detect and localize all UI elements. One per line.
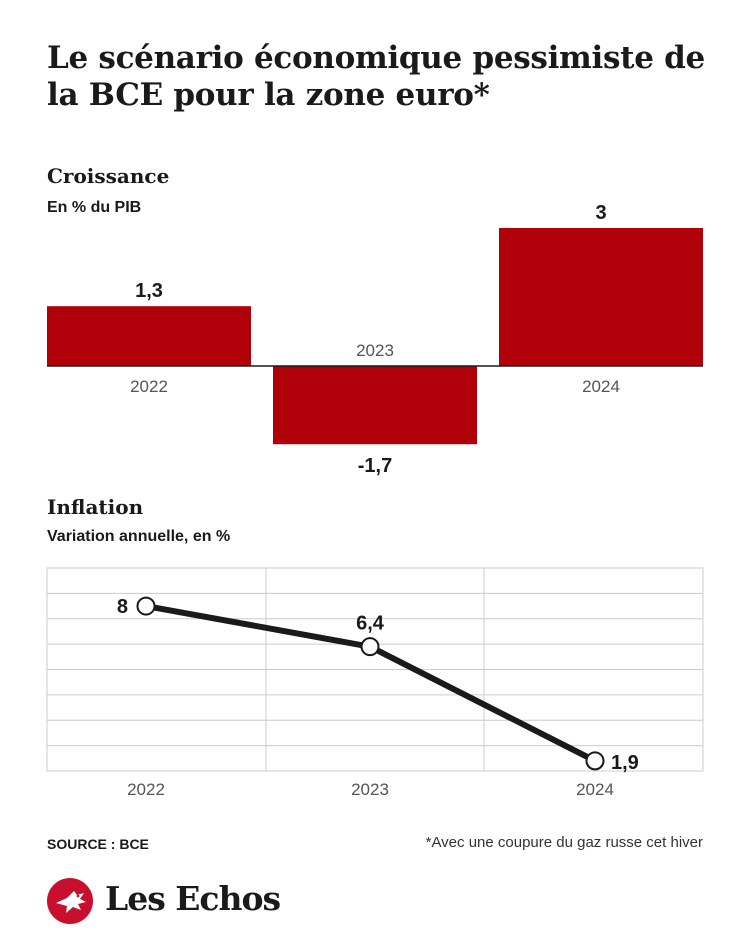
- bar-2023: [273, 366, 477, 445]
- growth-chart-title: Croissance: [47, 164, 170, 188]
- bar-2022: [47, 306, 251, 366]
- source-label: SOURCE : BCE: [47, 836, 149, 852]
- chart-title: Le scénario économique pessimiste de la …: [47, 40, 705, 113]
- x-tick-label: 2024: [582, 377, 620, 396]
- data-point-2022: [136, 596, 156, 616]
- x-tick-label: 2023: [351, 780, 389, 799]
- point-value-label: 6,4: [356, 613, 385, 635]
- bar-2024: [499, 228, 703, 366]
- growth-bar-chart: 1,3 2022 -1,7 2023 3 2024: [47, 202, 703, 477]
- echos-bird-logo-icon: [47, 878, 93, 924]
- point-value-label: 8: [117, 596, 128, 618]
- inflation-chart-subtitle: Variation annuelle, en %: [47, 528, 231, 545]
- x-tick-label: 2022: [130, 377, 168, 396]
- growth-chart-subtitle: En % du PIB: [47, 199, 142, 216]
- data-point-2024: [585, 751, 605, 771]
- point-value-label: 1,9: [611, 752, 639, 774]
- data-point-2023: [360, 637, 380, 657]
- x-tick-label: 2023: [356, 341, 394, 360]
- x-tick-label: 2024: [576, 780, 614, 799]
- bar-value-label: 3: [595, 202, 606, 224]
- logo-text: Les Echos: [105, 879, 281, 918]
- bar-value-label: -1,7: [358, 455, 392, 477]
- inflation-chart-title: Inflation: [47, 495, 144, 519]
- x-tick-label: 2022: [127, 780, 165, 799]
- inflation-line-chart: 8 2022 6,4 2023 1,9 2024: [46, 567, 704, 799]
- footnote: *Avec une coupure du gaz russe cet hiver: [425, 834, 703, 851]
- bar-value-label: 1,3: [135, 280, 163, 302]
